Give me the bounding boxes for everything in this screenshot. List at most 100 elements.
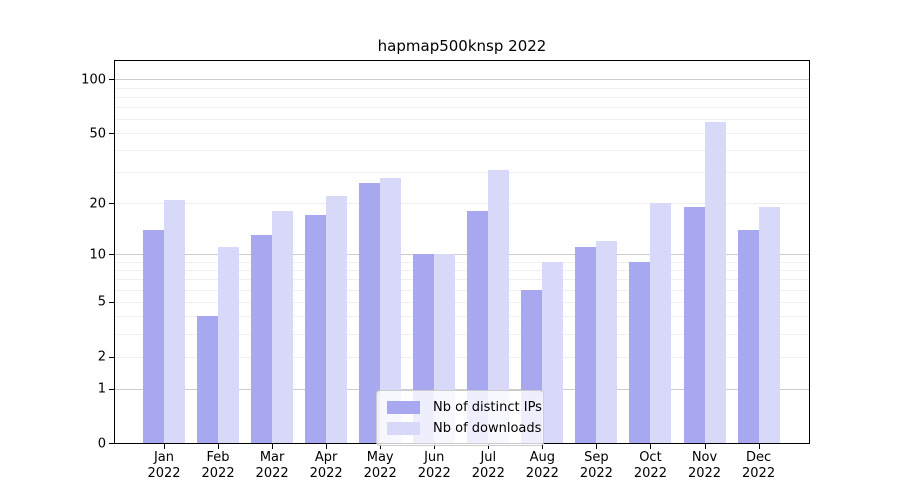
gridline-major [114, 388, 810, 390]
x-tick-month: Dec [745, 450, 772, 465]
chart-title: hapmap500knsp 2022 [377, 37, 547, 55]
gridline-major [114, 254, 810, 256]
gridline-minor [114, 150, 810, 152]
x-tick-month: Feb [206, 450, 230, 465]
y-tick-label: 10 [89, 247, 106, 263]
legend: Nb of distinct IPs Nb of downloads [376, 390, 544, 446]
x-tick-month: Sep [584, 450, 609, 465]
y-tick-label: 20 [89, 196, 106, 212]
x-tick-label-aug: Aug 2022 [512, 450, 572, 482]
x-tick-month: Aug [529, 450, 556, 465]
x-tick-mark [326, 444, 328, 449]
x-tick-mark [164, 444, 165, 449]
x-tick-year: 2022 [201, 466, 235, 481]
x-tick-year: 2022 [147, 466, 181, 481]
x-tick-label-apr: Apr 2022 [296, 450, 356, 482]
bar-distinct-ips-jul [467, 211, 489, 444]
x-tick-mark [704, 444, 706, 449]
x-tick-mark [272, 444, 274, 449]
x-tick-label-jan: Jan 2022 [134, 450, 194, 482]
x-tick-year: 2022 [633, 466, 667, 481]
x-tick-year: 2022 [255, 466, 289, 481]
gridline-minor [114, 119, 810, 121]
y-tick-label: 2 [97, 349, 106, 365]
plot-area: 100 50 20 10 5 2 1 0 Jan 2022 Feb 2022 Mar 2022 Apr 202… [81, 60, 810, 481]
legend-entry-distinct-ips: Nb of distinct IPs [387, 397, 542, 418]
y-tick-label: 100 [81, 72, 106, 88]
gridline-minor [114, 133, 810, 135]
x-tick-month: Jun [424, 450, 445, 465]
x-tick-mark [488, 444, 490, 449]
x-tick-label-jul: Jul 2022 [458, 450, 518, 482]
gridline-minor [114, 301, 810, 303]
x-tick-label-may: May 2022 [350, 450, 410, 482]
x-tick-mark [542, 444, 544, 449]
x-tick-label-sep: Sep 2022 [566, 450, 626, 482]
bar-downloads-mar [272, 211, 294, 444]
x-tick-year: 2022 [579, 466, 613, 481]
x-tick-mark [596, 444, 598, 449]
y-tick-label: 1 [97, 381, 106, 397]
bar-downloads-nov [704, 121, 726, 444]
legend-entry-downloads: Nb of downloads [387, 418, 541, 439]
x-tick-month: Jan [153, 450, 175, 465]
gridline-major [114, 79, 810, 81]
bar-downloads-sep [596, 241, 618, 444]
x-tick-year: 2022 [363, 466, 397, 481]
bar-downloads-oct [650, 203, 672, 444]
bar-distinct-ips-mar [251, 235, 273, 444]
y-tick-mark [109, 356, 114, 358]
gridline-minor [114, 87, 810, 89]
x-tick-month: Mar [259, 450, 285, 465]
y-tick-mark [109, 203, 114, 205]
bar-distinct-ips-oct [629, 261, 651, 444]
y-tick-mark [109, 388, 114, 390]
x-tick-label-mar: Mar 2022 [242, 450, 302, 482]
x-tick-mark [434, 444, 436, 449]
x-tick-mark [380, 444, 382, 449]
x-tick-month: Apr [314, 450, 338, 465]
gridline-minor [114, 289, 810, 291]
gridline-minor [114, 333, 810, 335]
x-tick-month: Oct [639, 450, 662, 465]
y-tick-mark [109, 133, 114, 135]
y-tick-mark [109, 79, 114, 81]
bar-downloads-jul [488, 169, 510, 444]
bar-downloads-dec [758, 207, 780, 444]
bar-distinct-ips-sep [575, 247, 597, 444]
y-tick-mark [109, 301, 114, 303]
x-tick-mark [650, 444, 652, 449]
bar-downloads-aug [542, 261, 564, 444]
bar-distinct-ips-apr [305, 215, 327, 444]
x-tick-month: May [366, 450, 394, 465]
x-tick-year: 2022 [417, 466, 451, 481]
x-tick-year: 2022 [687, 466, 722, 481]
gridline-minor [114, 279, 810, 281]
bar-downloads-apr [326, 196, 348, 444]
legend-label: Nb of downloads [433, 421, 542, 436]
bar-distinct-ips-nov [683, 207, 705, 444]
y-tick-label: 5 [97, 294, 106, 310]
bar-distinct-ips-jan [143, 229, 164, 444]
bar-downloads-may [380, 177, 402, 444]
y-tick-label: 0 [97, 436, 106, 452]
y-tick-mark [109, 254, 114, 256]
x-tick-mark [218, 444, 220, 449]
gridline-minor [114, 261, 810, 263]
gridline-minor [114, 107, 810, 109]
bar-downloads-jan [164, 199, 185, 444]
y-tick-label: 50 [89, 126, 106, 142]
legend-swatch-icon [387, 422, 420, 435]
bar-distinct-ips-may [359, 183, 381, 444]
bar-distinct-ips-feb [197, 316, 219, 444]
x-tick-label-dec: Dec 2022 [729, 450, 789, 482]
bar-distinct-ips-dec [737, 229, 759, 444]
bar-downloads-feb [218, 247, 240, 444]
x-tick-year: 2022 [742, 466, 776, 481]
y-tick-mark [109, 443, 114, 445]
x-tick-label-feb: Feb 2022 [188, 450, 248, 482]
legend-swatch-icon [387, 401, 420, 414]
x-tick-year: 2022 [471, 466, 505, 481]
gridline-minor [114, 172, 810, 174]
